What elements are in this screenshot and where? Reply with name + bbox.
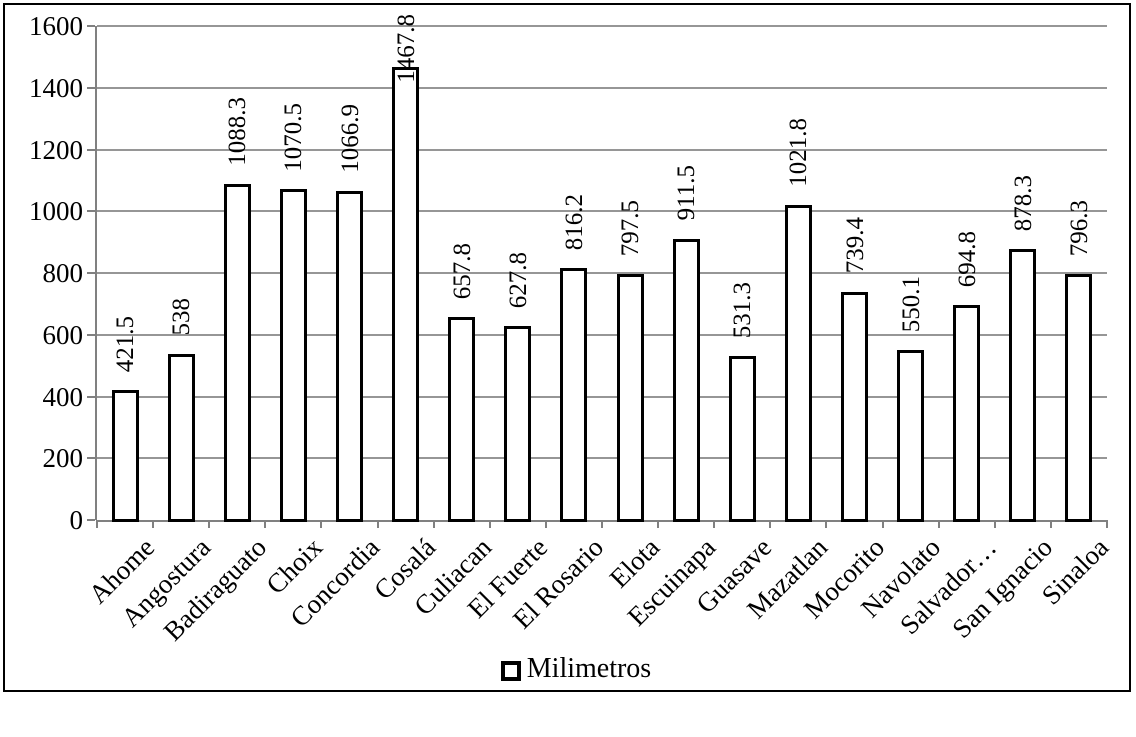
- bar-value-label: 1088.3: [224, 97, 252, 166]
- plot-area: 421.5 538 1088.3 1070.5 1066.9 1467.8 657.8 627…: [87, 14, 1108, 528]
- x-axis-tick: [320, 520, 323, 528]
- gridline: [97, 210, 1107, 213]
- bar: [1009, 248, 1037, 522]
- y-axis-tick: [87, 333, 95, 336]
- x-axis-tick: [544, 520, 547, 528]
- y-axis-line: [95, 26, 97, 520]
- x-axis-tick: [1049, 520, 1052, 528]
- x-axis-tick: [601, 520, 603, 528]
- bar: [504, 326, 532, 522]
- gridline: [97, 395, 1107, 398]
- bar: [111, 389, 139, 522]
- bar-value-label: 911.5: [673, 165, 701, 221]
- legend-series-marker-icon: [500, 660, 521, 681]
- bar-value-label: 421.5: [112, 315, 140, 372]
- bar: [392, 66, 420, 522]
- bar-value-label: 739.4: [841, 217, 869, 274]
- bar: [223, 184, 251, 522]
- y-axis-label: 200: [42, 443, 84, 474]
- bar-value-label: 1021.8: [785, 117, 813, 187]
- y-axis-tick: [87, 86, 95, 89]
- x-axis-tick: [993, 520, 996, 528]
- bar: [841, 291, 868, 522]
- x-axis-tick: [881, 520, 884, 528]
- x-axis-tick: [1106, 520, 1108, 528]
- x-axis-tick: [96, 520, 98, 528]
- y-axis-label: 400: [42, 381, 84, 412]
- bar: [953, 305, 981, 522]
- bar-value-label: 878.3: [1009, 174, 1037, 231]
- bar: [897, 350, 925, 522]
- gridline: [97, 457, 1107, 460]
- y-axis-tick: [87, 210, 95, 213]
- chart-figure: 421.5 538 1088.3 1070.5 1066.9 1467.8 657.8 627…: [3, 3, 1131, 692]
- x-axis-tick: [376, 520, 379, 528]
- bar: [616, 273, 644, 522]
- y-axis-label: 800: [42, 258, 84, 288]
- y-axis-tick: [87, 457, 95, 460]
- y-axis-label: 1200: [29, 134, 83, 165]
- bar-value-label: 627.8: [504, 251, 532, 309]
- x-axis-tick: [264, 520, 267, 528]
- bar: [336, 190, 363, 522]
- bar-value-label: 816.2: [560, 193, 588, 250]
- bar-value-label: 1070.5: [280, 102, 308, 172]
- x-axis-tick: [488, 520, 491, 528]
- x-axis-tick: [208, 520, 211, 528]
- x-axis-tick: [432, 520, 435, 528]
- y-axis-tick: [87, 25, 95, 27]
- y-axis-tick: [87, 395, 95, 398]
- x-axis-tick: [769, 520, 772, 528]
- x-axis-tick: [825, 520, 828, 528]
- bar: [448, 316, 476, 522]
- gridline: [97, 272, 1107, 274]
- y-axis-label: 1400: [29, 72, 83, 103]
- bar-value-label: 657.8: [448, 242, 476, 299]
- bar: [167, 353, 195, 522]
- bar-value-label: 531.3: [729, 281, 757, 338]
- bar-value-label: 1066.9: [336, 103, 364, 173]
- legend: Milimetros: [5, 653, 1129, 685]
- bar: [279, 189, 307, 522]
- y-axis-label: 600: [42, 319, 84, 350]
- bar: [1065, 274, 1093, 522]
- legend-series-label: Milimetros: [526, 653, 652, 684]
- bar-value-label: 1467.8: [392, 14, 420, 83]
- gridline: [97, 148, 1107, 151]
- y-axis-label: 0: [69, 505, 84, 535]
- gridline: [97, 333, 1107, 336]
- bar: [672, 238, 700, 522]
- y-axis-label: 1600: [29, 11, 83, 41]
- x-axis-tick: [657, 520, 660, 528]
- x-axis-tick: [937, 520, 940, 528]
- gridline: [97, 86, 1107, 89]
- bar-value-label: 694.8: [953, 231, 981, 288]
- x-axis-tick: [713, 520, 716, 528]
- bar: [560, 268, 588, 522]
- bar: [784, 204, 812, 522]
- y-axis-label: 1000: [29, 196, 83, 227]
- y-axis-tick: [87, 272, 95, 274]
- bar: [728, 355, 756, 522]
- bar-value-label: 796.3: [1065, 199, 1093, 257]
- gridline: [97, 25, 1107, 27]
- x-axis-tick: [152, 520, 155, 528]
- y-axis-tick: [87, 519, 95, 521]
- bar-value-label: 550.1: [897, 275, 925, 333]
- y-axis-tick: [87, 148, 95, 151]
- bar-value-label: 538: [168, 298, 196, 336]
- bar-value-label: 797.5: [617, 199, 645, 256]
